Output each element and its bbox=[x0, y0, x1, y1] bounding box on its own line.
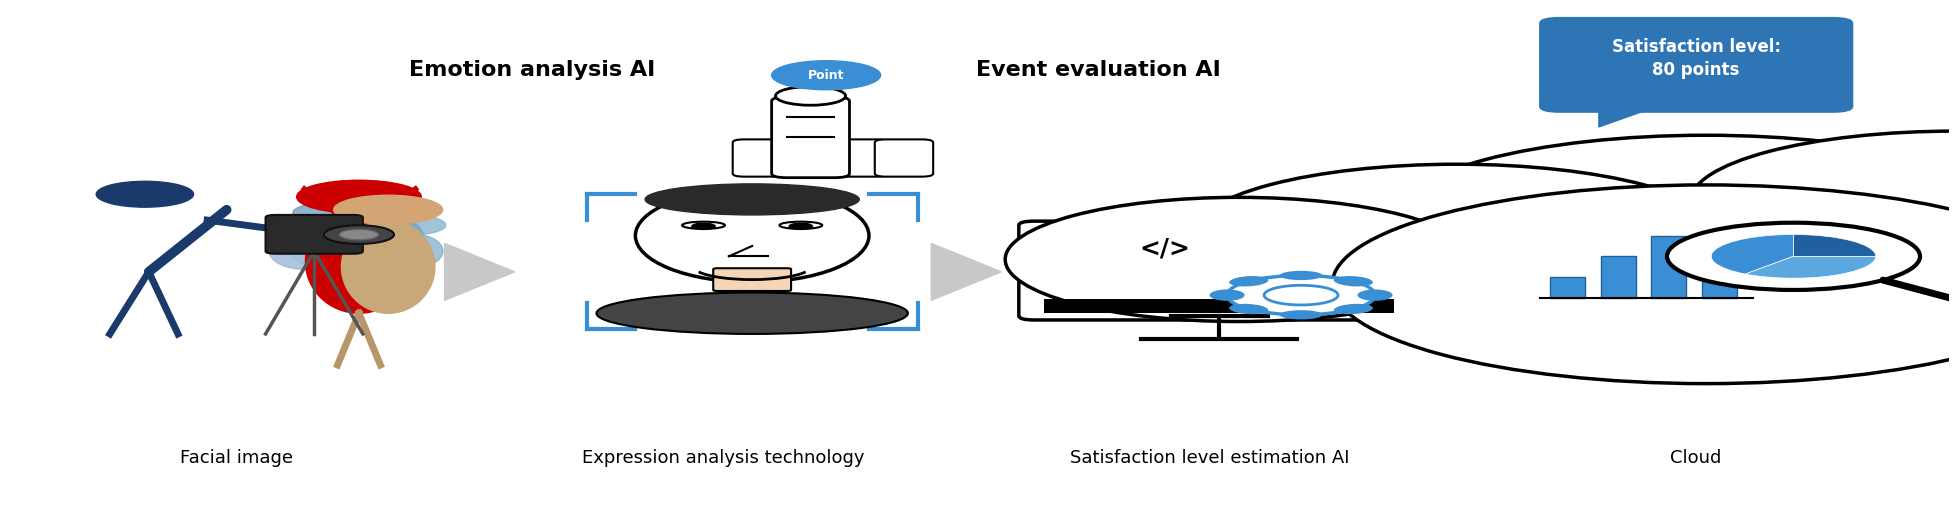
Polygon shape bbox=[1417, 243, 1487, 300]
FancyBboxPatch shape bbox=[874, 140, 933, 177]
Ellipse shape bbox=[295, 221, 371, 260]
Ellipse shape bbox=[342, 220, 435, 313]
Ellipse shape bbox=[1281, 310, 1322, 320]
Ellipse shape bbox=[681, 222, 724, 229]
Bar bbox=[1702, 267, 1737, 298]
Text: Emotion analysis AI: Emotion analysis AI bbox=[408, 60, 654, 80]
Text: Cloud: Cloud bbox=[1671, 449, 1722, 467]
Circle shape bbox=[691, 223, 714, 230]
Circle shape bbox=[340, 230, 379, 240]
Text: Point: Point bbox=[808, 69, 845, 82]
Ellipse shape bbox=[779, 222, 822, 229]
Text: </>: </> bbox=[1140, 236, 1191, 260]
Wedge shape bbox=[1794, 234, 1876, 256]
Ellipse shape bbox=[1210, 289, 1245, 301]
Circle shape bbox=[771, 61, 880, 90]
Circle shape bbox=[1690, 131, 1952, 272]
Circle shape bbox=[1331, 185, 1952, 383]
Text: Facial image: Facial image bbox=[180, 449, 293, 467]
FancyBboxPatch shape bbox=[265, 215, 363, 254]
Circle shape bbox=[334, 195, 443, 224]
Ellipse shape bbox=[305, 210, 412, 313]
Circle shape bbox=[1940, 197, 1952, 322]
Polygon shape bbox=[445, 243, 515, 300]
Ellipse shape bbox=[1333, 276, 1372, 287]
Ellipse shape bbox=[342, 215, 424, 256]
Ellipse shape bbox=[1230, 276, 1269, 287]
Bar bbox=[1601, 256, 1636, 298]
Circle shape bbox=[789, 223, 812, 230]
Circle shape bbox=[293, 202, 375, 224]
Text: Satisfaction level estimation AI: Satisfaction level estimation AI bbox=[1070, 449, 1349, 467]
Circle shape bbox=[1265, 286, 1337, 305]
Text: Expression analysis technology: Expression analysis technology bbox=[582, 449, 865, 467]
Ellipse shape bbox=[597, 292, 908, 334]
Ellipse shape bbox=[1281, 271, 1322, 280]
Ellipse shape bbox=[291, 234, 357, 268]
Circle shape bbox=[775, 87, 845, 105]
Circle shape bbox=[1394, 135, 1952, 301]
Circle shape bbox=[1193, 164, 1722, 305]
Ellipse shape bbox=[373, 233, 443, 269]
Polygon shape bbox=[1599, 106, 1657, 127]
FancyBboxPatch shape bbox=[1019, 221, 1419, 320]
Ellipse shape bbox=[1333, 304, 1372, 314]
Ellipse shape bbox=[328, 228, 398, 264]
FancyBboxPatch shape bbox=[732, 140, 791, 177]
Ellipse shape bbox=[1230, 304, 1269, 314]
Circle shape bbox=[324, 210, 400, 230]
FancyBboxPatch shape bbox=[771, 97, 849, 178]
Text: Event evaluation AI: Event evaluation AI bbox=[976, 60, 1220, 80]
Circle shape bbox=[340, 194, 426, 218]
FancyBboxPatch shape bbox=[1540, 18, 1852, 111]
Bar bbox=[1550, 277, 1585, 298]
Circle shape bbox=[96, 181, 193, 207]
Ellipse shape bbox=[644, 184, 859, 215]
Circle shape bbox=[297, 180, 422, 213]
Circle shape bbox=[1228, 276, 1374, 315]
Polygon shape bbox=[931, 243, 1001, 300]
FancyBboxPatch shape bbox=[712, 268, 791, 291]
Circle shape bbox=[1667, 223, 1921, 290]
Ellipse shape bbox=[269, 233, 340, 269]
FancyBboxPatch shape bbox=[1044, 299, 1394, 313]
Wedge shape bbox=[1745, 256, 1876, 278]
Ellipse shape bbox=[634, 189, 869, 282]
Ellipse shape bbox=[1357, 289, 1392, 301]
Text: Satisfaction level:
80 points: Satisfaction level: 80 points bbox=[1612, 38, 1780, 79]
Circle shape bbox=[289, 218, 359, 236]
Wedge shape bbox=[1712, 234, 1794, 274]
Circle shape bbox=[369, 215, 445, 235]
FancyBboxPatch shape bbox=[830, 140, 888, 177]
Bar bbox=[1651, 236, 1687, 298]
Circle shape bbox=[1005, 197, 1472, 322]
Circle shape bbox=[265, 215, 344, 235]
Circle shape bbox=[324, 225, 394, 244]
